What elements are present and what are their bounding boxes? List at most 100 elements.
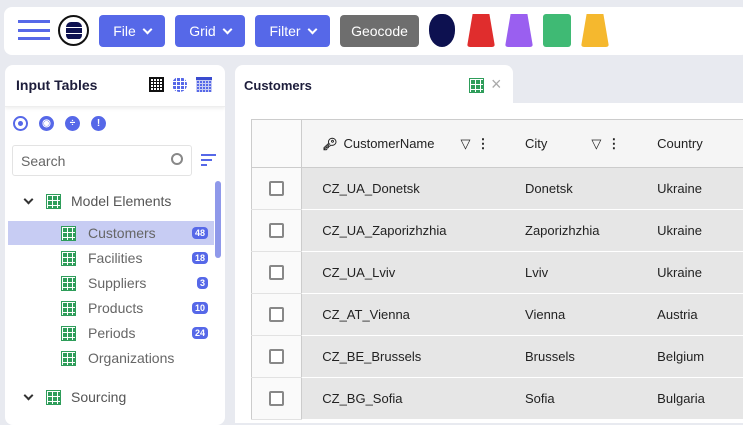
table-cell[interactable]: Ukraine <box>637 168 743 210</box>
table-group-icon <box>46 194 61 209</box>
input-tables-panel: Input Tables <box>5 65 225 425</box>
table-cell[interactable]: Ukraine <box>637 210 743 252</box>
table-icon <box>61 351 76 366</box>
row-checkbox-cell[interactable] <box>252 294 302 336</box>
chevron-down-icon <box>307 24 317 34</box>
tree-item-facilities[interactable]: Facilities 18 <box>8 246 214 270</box>
tree-item-label: Periods <box>88 325 135 341</box>
filter-menu-button[interactable]: Filter <box>255 15 330 47</box>
table-cell[interactable]: CZ_BG_Sofia <box>302 378 505 420</box>
search-icon[interactable] <box>171 153 183 165</box>
tab-customers[interactable]: Customers × <box>235 65 513 105</box>
close-icon[interactable]: × <box>491 74 502 95</box>
row-checkbox[interactable] <box>269 391 284 406</box>
tree-group[interactable]: Sourcing <box>8 385 214 409</box>
tree-scrollbar[interactable] <box>215 181 221 258</box>
count-badge: 18 <box>192 252 208 264</box>
database-icon[interactable] <box>58 15 89 46</box>
grid-view-icon[interactable] <box>149 77 164 92</box>
menu-icon[interactable] <box>18 20 50 40</box>
table-cell[interactable]: CZ_UA_Zaporizhzhia <box>302 210 505 252</box>
table-cell[interactable]: Belgium <box>637 336 743 378</box>
mascot-icon[interactable] <box>429 14 455 47</box>
table-cell[interactable]: CZ_UA_Donetsk <box>302 168 505 210</box>
eye-icon[interactable] <box>13 116 28 131</box>
table-cell[interactable]: CZ_UA_Lviv <box>302 252 505 294</box>
key-icon: 🔑︎ <box>322 137 337 151</box>
column-menu-icon[interactable]: ⋮ <box>477 136 490 152</box>
table-icon <box>469 78 484 93</box>
row-checkbox-cell[interactable] <box>252 378 302 420</box>
table-icon <box>61 326 76 341</box>
grid-menu-button[interactable]: Grid <box>175 15 245 47</box>
table-cell[interactable]: CZ_BE_Brussels <box>302 336 505 378</box>
search-placeholder: Search <box>21 153 65 169</box>
tree-item-products[interactable]: Products 10 <box>8 296 214 320</box>
row-checkbox-cell[interactable] <box>252 252 302 294</box>
file-menu-button[interactable]: File <box>99 15 165 47</box>
tree-item-label: Products <box>88 300 143 316</box>
tree-item-label: Facilities <box>88 250 142 266</box>
filter-icon[interactable]: ▽ <box>461 136 471 152</box>
column-header-city[interactable]: City▽⋮ <box>505 120 637 168</box>
divide-icon[interactable]: ÷ <box>65 116 80 131</box>
alert-icon[interactable]: ! <box>91 116 106 131</box>
tree-item-label: Customers <box>88 225 156 241</box>
table-cell[interactable]: Bulgaria <box>637 378 743 420</box>
table-cell[interactable]: Donetsk <box>505 168 637 210</box>
table-cell[interactable]: Vienna <box>505 294 637 336</box>
table-group-icon <box>46 390 61 405</box>
row-checkbox-cell[interactable] <box>252 336 302 378</box>
geocode-label: Geocode <box>351 23 408 39</box>
table-cell[interactable]: CZ_AT_Vienna <box>302 294 505 336</box>
table-cell[interactable]: Sofia <box>505 378 637 420</box>
chevron-down-icon <box>222 24 232 34</box>
tree-item-organizations[interactable]: Organizations <box>8 346 214 370</box>
row-checkbox-cell[interactable] <box>252 210 302 252</box>
globe-icon[interactable] <box>172 77 187 92</box>
table-cell[interactable]: Brussels <box>505 336 637 378</box>
table-icon <box>61 276 76 291</box>
table-cell[interactable]: Zaporizhzhia <box>505 210 637 252</box>
tree-item-label: Suppliers <box>88 275 146 291</box>
filter-label: Filter <box>269 23 300 39</box>
chevron-down-icon <box>24 194 34 204</box>
row-checkbox[interactable] <box>269 265 284 280</box>
select-column-header <box>252 120 302 168</box>
row-checkbox[interactable] <box>269 349 284 364</box>
mascot-icon[interactable] <box>543 14 571 47</box>
row-checkbox[interactable] <box>269 181 284 196</box>
eye-outline-icon[interactable]: ◉ <box>39 116 54 131</box>
chevron-down-icon <box>142 24 152 34</box>
panel-title: Input Tables <box>16 77 97 93</box>
file-label: File <box>113 23 136 39</box>
grid-label: Grid <box>189 23 215 39</box>
row-checkbox-cell[interactable] <box>252 168 302 210</box>
column-header-customername[interactable]: 🔑︎ CustomerName ▽ ⋮ <box>302 120 505 168</box>
row-checkbox[interactable] <box>269 307 284 322</box>
table-view-icon[interactable] <box>196 77 212 92</box>
table-cell[interactable]: Ukraine <box>637 252 743 294</box>
search-input[interactable]: Search <box>12 145 192 176</box>
column-menu-icon[interactable]: ⋮ <box>607 136 620 152</box>
column-title: CustomerName <box>343 136 434 151</box>
table-cell[interactable]: Lviv <box>505 252 637 294</box>
table-cell[interactable]: Austria <box>637 294 743 336</box>
group-label: Sourcing <box>71 389 126 405</box>
geocode-button[interactable]: Geocode <box>340 15 419 47</box>
row-checkbox[interactable] <box>269 223 284 238</box>
tree-group[interactable]: Model Elements <box>8 189 214 213</box>
count-badge: 10 <box>192 302 208 314</box>
filter-icon[interactable]: ▽ <box>591 136 601 152</box>
sort-icon[interactable] <box>201 154 216 166</box>
column-header-country[interactable]: Country <box>637 120 743 168</box>
